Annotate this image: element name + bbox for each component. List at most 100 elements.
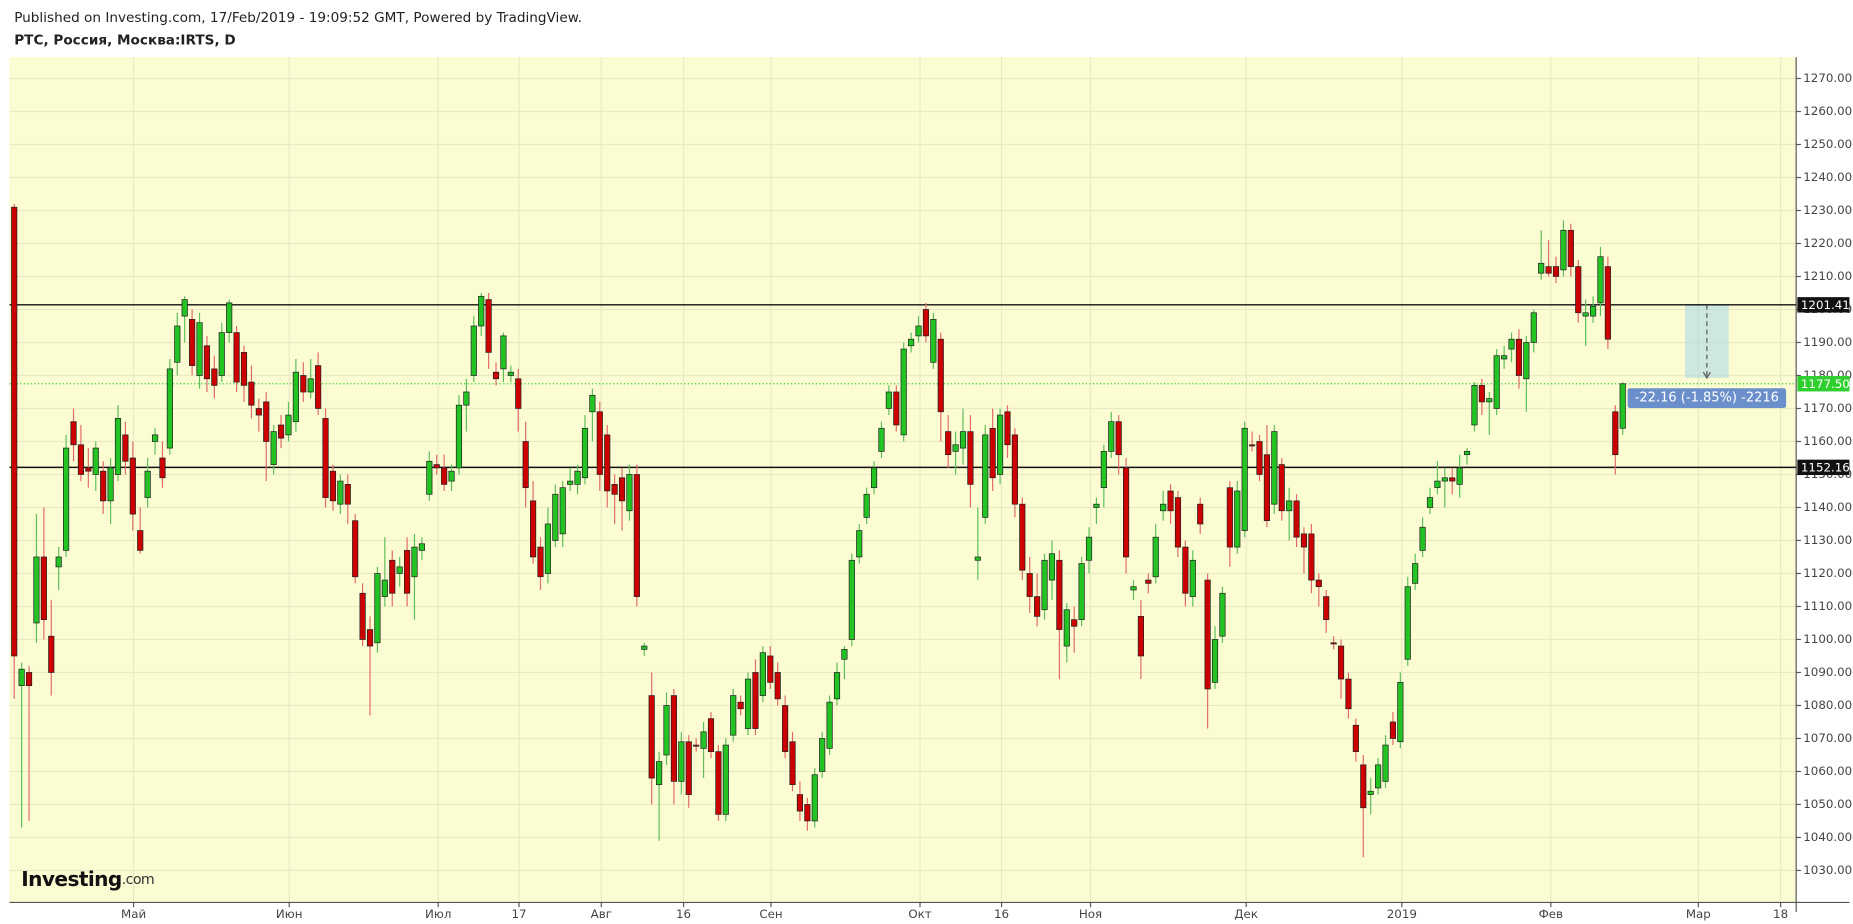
y-tick-label: 1240.00: [1803, 170, 1852, 184]
candle-body: [544, 523, 551, 574]
candle-body: [1389, 721, 1397, 739]
candle-body: [1463, 451, 1471, 456]
candle-body: [463, 391, 470, 406]
candle-body: [411, 546, 418, 578]
candle-body: [900, 348, 907, 436]
y-tick-label: 1260.00: [1803, 104, 1852, 118]
candle-body: [1337, 645, 1345, 680]
candle-body: [1034, 596, 1041, 617]
candle-body: [500, 335, 507, 370]
candle-body: [1100, 451, 1107, 489]
candle-body: [641, 645, 648, 650]
candle-body: [722, 744, 729, 815]
y-tick-label: 1160.00: [1803, 434, 1852, 448]
candle-body: [1189, 559, 1196, 597]
candle-body: [863, 493, 870, 518]
candle-body: [1145, 579, 1152, 584]
logo: Investing.com: [21, 866, 154, 890]
candle-body: [1552, 266, 1560, 277]
candle-body: [292, 371, 299, 423]
candle-body: [967, 431, 974, 485]
y-tick-label: 1100.00: [1803, 632, 1852, 646]
candle-body: [1582, 312, 1589, 317]
candle-body: [1530, 312, 1537, 343]
measure-arrowhead: [1702, 371, 1711, 380]
candle-body: [1115, 421, 1122, 456]
candle-body: [1612, 411, 1619, 456]
candle-body: [982, 434, 989, 518]
y-tick-label: 1090.00: [1803, 665, 1852, 679]
candle-body: [1063, 609, 1070, 647]
y-tick-label: 1270.00: [1803, 71, 1852, 85]
candle-body: [1226, 487, 1233, 548]
candle-body: [1456, 467, 1463, 485]
candle-body: [1412, 563, 1419, 584]
candle-body: [1048, 553, 1056, 581]
candle-body: [418, 543, 425, 551]
y-tick-label: 1110.00: [1803, 599, 1852, 613]
x-tick-label: Май: [121, 907, 146, 921]
x-tick-label: 16: [994, 907, 1009, 921]
candle-body: [507, 371, 514, 376]
candle-body: [1441, 477, 1448, 482]
candle-body: [403, 550, 411, 594]
x-tick-label: Июн: [276, 907, 303, 921]
candle-body: [789, 741, 796, 786]
y-tick-label: 1170.00: [1803, 401, 1852, 415]
candle-body: [218, 332, 225, 376]
y-tick-label: 1230.00: [1803, 203, 1852, 217]
candle-body: [752, 672, 759, 729]
candle-body: [767, 655, 774, 683]
candle-body: [255, 408, 262, 416]
candle-body: [322, 418, 329, 498]
candle-body: [1538, 262, 1545, 274]
candle-body: [996, 414, 1004, 475]
candle-body: [1300, 533, 1308, 548]
price-badge-label: 1152.16: [1801, 460, 1850, 474]
candle-body: [959, 431, 967, 449]
candle-body: [1026, 573, 1033, 597]
candle-body: [848, 559, 855, 640]
candle-body: [448, 470, 455, 482]
measure-label-box: [1627, 388, 1787, 408]
x-tick-label: Дек: [1234, 907, 1258, 921]
candle-body: [1619, 383, 1626, 429]
candle-body: [181, 299, 188, 317]
candle-body: [344, 484, 351, 505]
candle-body: [470, 325, 477, 376]
candle-body: [114, 418, 122, 475]
y-tick-label: 1030.00: [1803, 863, 1852, 877]
candle-body: [40, 556, 47, 621]
candle-body: [574, 470, 581, 485]
candle-body: [315, 365, 322, 409]
x-tick-label: Ноя: [1079, 907, 1102, 921]
candle-body: [604, 434, 611, 492]
price-badge-label: 1201.41: [1801, 298, 1850, 312]
y-tick-label: 1040.00: [1803, 830, 1852, 844]
candle-body: [663, 705, 670, 756]
candle-body: [159, 457, 166, 479]
candle-body: [1597, 256, 1604, 304]
candle-body: [782, 705, 789, 753]
candle-body: [433, 464, 440, 469]
candle-body: [1263, 454, 1270, 522]
candle-body: [1182, 546, 1189, 594]
candle-body: [300, 375, 307, 393]
candle-body: [648, 695, 655, 779]
candle-body: [285, 414, 292, 436]
candle-body: [796, 794, 804, 812]
candle-body: [166, 368, 173, 449]
candle-body: [374, 573, 381, 644]
candle-body: [1419, 526, 1426, 551]
candle-body: [1219, 592, 1226, 637]
candle-body: [1071, 619, 1078, 627]
candle-body: [826, 701, 833, 749]
candle-body: [893, 391, 900, 426]
candle-body: [426, 460, 433, 495]
price-badge: [1797, 297, 1850, 313]
y-tick-label: 1080.00: [1803, 698, 1852, 712]
candle-body: [63, 447, 70, 551]
candle-body: [1323, 596, 1330, 621]
candle-body: [833, 672, 841, 700]
price-badge: [1797, 459, 1850, 476]
